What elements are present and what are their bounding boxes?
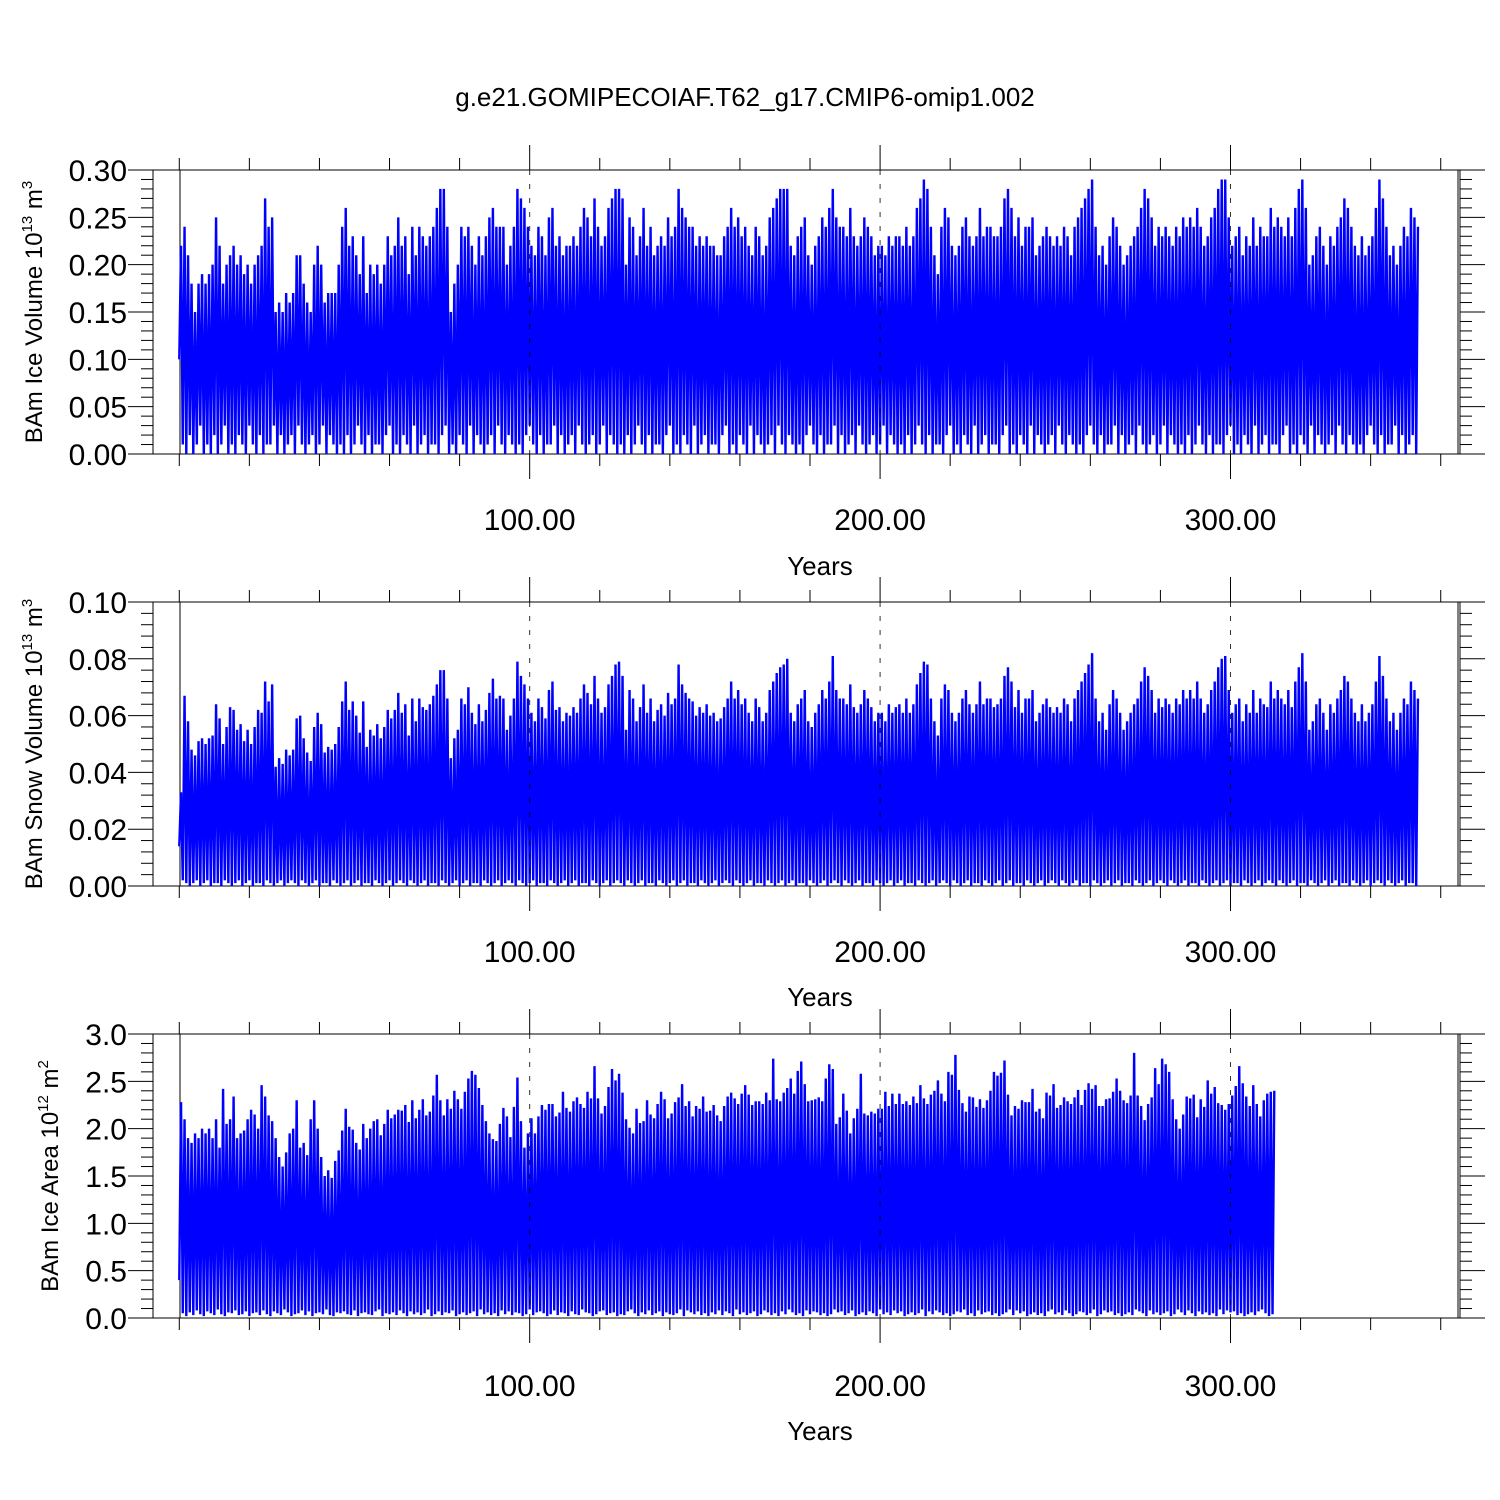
x-axis-label: Years: [787, 982, 853, 1012]
y-axis-label-superscript: 13: [19, 216, 36, 233]
y-tick-label: 0.10: [69, 344, 127, 377]
x-tick-label: 300.00: [1185, 936, 1277, 969]
y-axis-label-part: BAm Snow Volume 10: [21, 650, 48, 889]
y-tick-label: 2.5: [85, 1066, 127, 1099]
panels-group: 0.00 0.05 0.10 0.15 0.20 0.25 0.30 100.00 200.00…: [19, 145, 1485, 1446]
y-tick-label: 0.0: [85, 1303, 127, 1336]
figure-title: g.e21.GOMIPECOIAF.T62_g17.CMIP6-omip1.00…: [455, 82, 1035, 112]
y-tick-label: 3.0: [85, 1019, 127, 1052]
y-tick-label: 0.08: [69, 644, 127, 677]
data-series-line: [178, 1052, 1276, 1317]
y-axis-label-superscript: 2: [35, 1060, 52, 1068]
panel-ice-volume: 0.00 0.05 0.10 0.15 0.20 0.25 0.30 100.00 200.00…: [19, 145, 1485, 581]
y-axis-label-part: BAm Ice Volume 10: [21, 232, 48, 443]
y-tick-label: 0.05: [69, 392, 127, 425]
x-axis-label: Years: [787, 551, 853, 581]
y-tick-label: 2.0: [85, 1114, 127, 1147]
x-tick-label: 300.00: [1185, 504, 1277, 537]
y-axis-label-superscript: 12: [35, 1095, 52, 1112]
y-tick-label: 0.02: [69, 814, 127, 847]
x-tick-label: 200.00: [834, 504, 926, 537]
y-tick-label: 0.06: [69, 701, 127, 734]
y-axis-label-part: BAm Ice Area 10: [37, 1112, 64, 1292]
x-tick-label: 300.00: [1185, 1370, 1277, 1403]
x-tick-label: 100.00: [484, 504, 576, 537]
y-tick-label: 0.00: [69, 871, 127, 904]
y-axis-label: BAm Ice Area 1012 m2: [35, 1060, 64, 1292]
y-tick-label: 1.5: [85, 1161, 127, 1194]
y-tick-label: 0.15: [69, 297, 127, 330]
x-tick-label: 100.00: [484, 1370, 576, 1403]
x-tick-label: 100.00: [484, 936, 576, 969]
y-axis-label-superscript: 3: [19, 181, 36, 189]
y-tick-label: 0.25: [69, 202, 127, 235]
y-axis-label-part: m: [37, 1068, 64, 1095]
y-axis-label-part: m: [21, 189, 48, 216]
x-tick-label: 200.00: [834, 1370, 926, 1403]
x-axis-label: Years: [787, 1416, 853, 1446]
data-series-line: [178, 179, 1420, 455]
x-tick-label: 200.00: [834, 936, 926, 969]
y-tick-label: 1.0: [85, 1208, 127, 1241]
y-tick-label: 0.00: [69, 439, 127, 472]
panel-snow-volume: 0.00 0.02 0.04 0.06 0.08 0.10 100.00 200.00 300.…: [19, 577, 1485, 1012]
y-axis-label: BAm Ice Volume 1013 m3: [19, 181, 48, 443]
y-tick-label: 0.30: [69, 155, 127, 188]
y-tick-label: 0.20: [69, 250, 127, 283]
y-axis-label-part: m: [21, 607, 48, 634]
y-axis-label-superscript: 3: [19, 599, 36, 607]
y-axis-label: BAm Snow Volume 1013 m3: [19, 599, 48, 890]
panel-ice-area: 0.0 0.5 1.0 1.5 2.0 2.5 3.0 100.00 200.00 300.00 Y…: [35, 1009, 1485, 1446]
y-tick-label: 0.5: [85, 1256, 127, 1289]
y-tick-label: 0.10: [69, 587, 127, 620]
y-axis-label-superscript: 13: [19, 634, 36, 651]
y-tick-label: 0.04: [69, 757, 127, 790]
data-series-line: [178, 653, 1420, 887]
